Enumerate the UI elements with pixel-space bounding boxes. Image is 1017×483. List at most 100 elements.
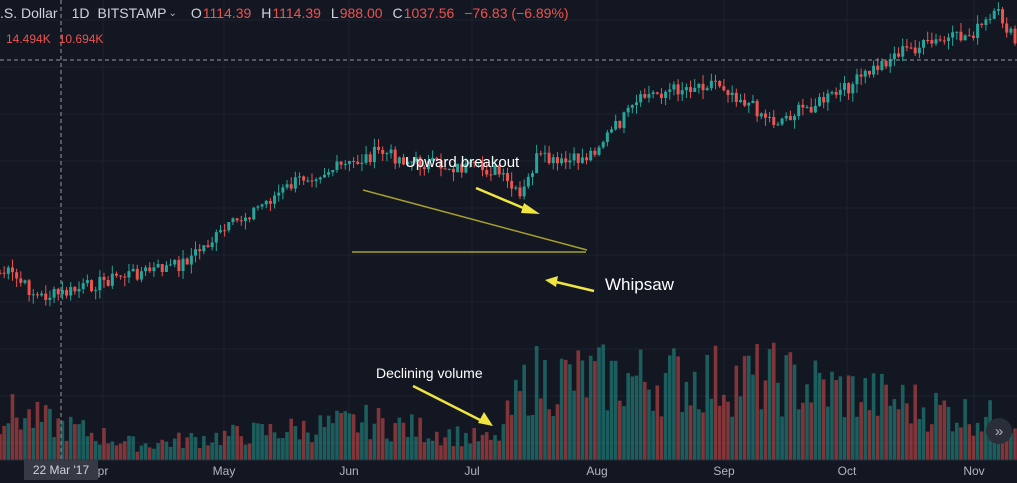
volume-bar — [81, 420, 85, 460]
candle — [618, 120, 622, 130]
candle-body — [422, 167, 426, 170]
volume-bar — [992, 427, 997, 460]
candle — [659, 87, 663, 104]
candle — [822, 91, 826, 109]
volume-bar — [272, 432, 277, 460]
candle-body — [144, 267, 148, 272]
candle-body — [385, 153, 389, 155]
x-tick-label: Nov — [963, 464, 984, 478]
candle-body — [718, 81, 722, 87]
candle-body — [514, 187, 518, 189]
chevron-down-icon[interactable]: ⌄ — [168, 7, 177, 19]
candle-body — [418, 157, 422, 168]
candle — [510, 172, 514, 197]
candle-body — [643, 94, 647, 98]
volume-bar — [713, 345, 718, 460]
candle — [94, 286, 98, 300]
candle-body — [551, 157, 555, 164]
candle — [772, 110, 776, 129]
volume-bar — [643, 381, 647, 460]
volume-bar — [701, 412, 705, 460]
candle-body — [530, 173, 534, 177]
candle-body — [364, 154, 368, 163]
candle-body — [664, 91, 668, 98]
candle — [426, 155, 430, 173]
candle — [788, 110, 792, 121]
candle — [568, 152, 572, 170]
volume-bar — [975, 422, 980, 460]
candle-body — [102, 276, 106, 281]
volume-bar — [996, 434, 1001, 460]
volume-bar — [630, 376, 635, 460]
candle — [156, 259, 160, 269]
candle-body — [31, 294, 35, 296]
candle-body — [622, 112, 626, 128]
candle-body — [605, 132, 609, 142]
volume-bar — [447, 429, 452, 460]
candle-body — [389, 149, 393, 154]
candle-body — [285, 184, 289, 188]
volume-bar — [568, 364, 572, 460]
candle-body — [1005, 23, 1009, 33]
svg-text:22 Mar '17: 22 Mar '17 — [33, 463, 90, 477]
candle — [996, 2, 1000, 16]
volume-bar — [572, 390, 576, 460]
candle-body — [497, 165, 501, 175]
candle-body — [223, 230, 227, 232]
candle-body — [863, 70, 867, 77]
candle-body — [194, 249, 198, 256]
volume-bar — [331, 423, 335, 460]
volume-bar — [193, 437, 198, 460]
volume-bar — [2, 425, 6, 460]
candle-body — [539, 153, 543, 155]
volume-bar — [102, 428, 106, 460]
candle-body — [185, 258, 189, 265]
volume-bar — [52, 437, 56, 460]
candle — [293, 171, 297, 193]
candle-body — [402, 157, 406, 165]
candle — [418, 155, 422, 176]
candle — [514, 185, 518, 191]
volume-bar — [360, 422, 364, 460]
candle-body — [564, 158, 568, 163]
x-tick-label: Sep — [713, 464, 735, 478]
volume-bar — [788, 352, 793, 460]
volume-bar — [913, 384, 917, 460]
volume-bar — [576, 350, 581, 460]
candle — [984, 16, 988, 31]
candle-body — [585, 157, 589, 161]
volume-bar — [289, 418, 293, 460]
candle-body — [318, 177, 322, 180]
candle — [439, 153, 443, 177]
volume-bar — [285, 432, 289, 460]
candle-body — [273, 195, 277, 204]
volume-bar — [584, 397, 589, 460]
candle — [2, 266, 6, 279]
candle-body — [668, 89, 672, 92]
volume-bar — [426, 438, 431, 460]
volume-bar — [518, 391, 522, 460]
volume-bar — [534, 346, 539, 460]
candle-body — [377, 146, 381, 150]
double-chevron-right-icon[interactable]: » — [986, 418, 1012, 444]
symbol-name[interactable]: .S. Dollar — [0, 5, 58, 21]
candle — [1005, 17, 1009, 38]
candle-body — [277, 192, 281, 196]
timeframe[interactable]: 1D — [71, 5, 90, 21]
candle — [131, 264, 135, 272]
candle-body — [992, 10, 996, 19]
candle — [314, 177, 318, 188]
candle — [847, 82, 851, 100]
candle-body — [855, 74, 859, 85]
candle-body — [830, 92, 834, 94]
candle-body — [568, 160, 572, 163]
exchange[interactable]: BITSTAMP — [97, 5, 167, 21]
volume-bar — [759, 409, 764, 460]
candle — [152, 262, 156, 278]
volume-bar — [60, 420, 65, 460]
candle — [48, 290, 52, 307]
volume-bar — [314, 434, 318, 460]
candle-body — [506, 173, 510, 181]
volume-bar — [123, 441, 127, 460]
